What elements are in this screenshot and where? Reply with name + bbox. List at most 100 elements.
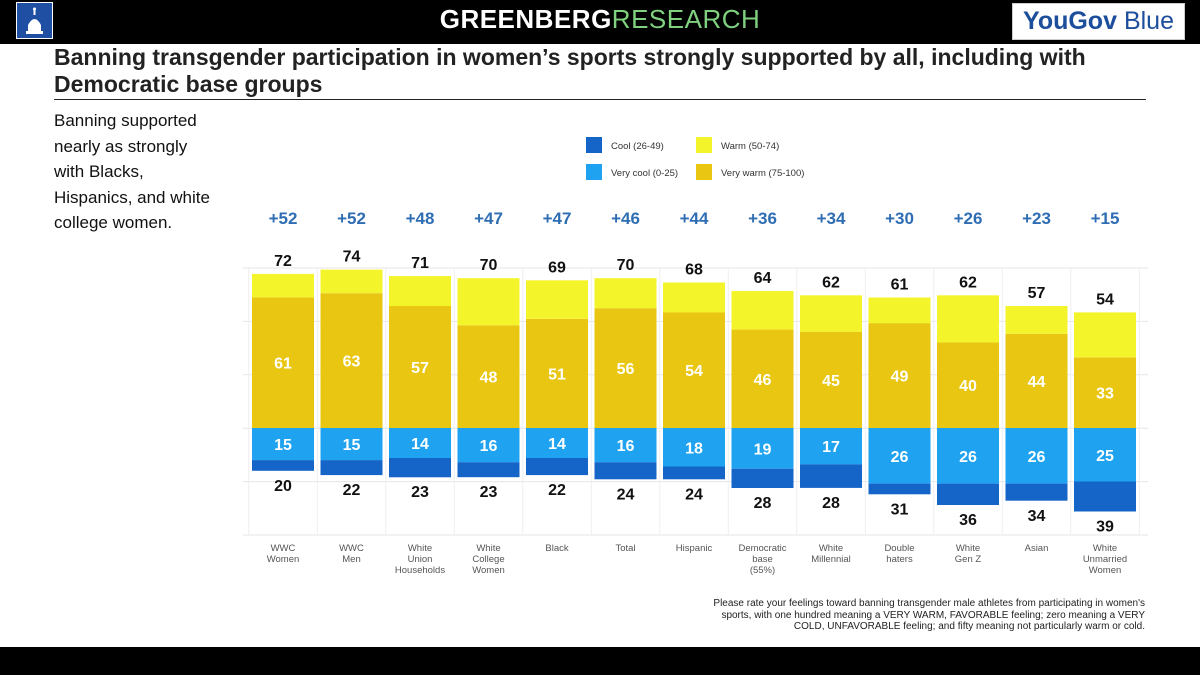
bar-very-warm <box>731 329 794 428</box>
category-label-line: Women <box>267 554 300 565</box>
bar-cool <box>526 458 588 476</box>
category-label: White Gen Z <box>955 543 982 565</box>
category-label: Asian <box>1025 543 1049 554</box>
bar-very-warm <box>663 312 725 428</box>
label-cool-total: 39 <box>1096 519 1114 536</box>
label-very-warm: 51 <box>548 366 566 383</box>
label-very-warm: 44 <box>1028 374 1046 391</box>
label-net: +52 <box>269 209 298 228</box>
category-label-line: Millennial <box>811 554 851 565</box>
bar-very-cool <box>594 428 657 463</box>
brand-name-bold: GREENBERG <box>439 4 612 34</box>
category-label-line: WWC <box>339 543 364 554</box>
label-warm-total: 64 <box>754 270 772 287</box>
label-very-cool: 26 <box>891 449 909 466</box>
category-label-line: Black <box>545 543 568 554</box>
bar-warm <box>457 278 520 326</box>
category-label-line: White <box>1093 543 1117 554</box>
bar-very-warm <box>937 342 999 428</box>
bar-very-warm <box>868 323 931 428</box>
label-cool-total: 23 <box>480 484 498 501</box>
label-warm-total: 70 <box>480 257 498 274</box>
bar-very-warm <box>1074 357 1136 428</box>
label-very-warm: 45 <box>822 373 840 390</box>
category-label-line: Total <box>615 543 635 554</box>
category-label: White Millennial <box>811 543 851 565</box>
bar-very-warm <box>800 331 862 428</box>
bar-cool <box>937 483 999 505</box>
stacked-bar-chart: Cool (26-49) Warm (50-74) Very cool (0-25)… <box>243 137 1148 576</box>
label-cool-total: 34 <box>1028 508 1046 525</box>
bar-very-warm <box>320 293 383 428</box>
bar-very-cool <box>389 428 451 458</box>
side-note: Banning supported nearly as strongly wit… <box>54 111 210 232</box>
label-very-warm: 61 <box>274 356 292 373</box>
category-label: Total <box>615 543 635 554</box>
bar-very-cool <box>937 428 999 484</box>
bar-very-cool <box>457 428 520 463</box>
label-net: +30 <box>885 209 914 228</box>
bar-cool <box>389 458 451 478</box>
bar-very-warm <box>389 306 451 428</box>
bar-very-cool <box>252 428 314 461</box>
category-label-line: WWC <box>271 543 296 554</box>
category-label: Black <box>545 543 568 554</box>
bar-warm <box>868 297 931 324</box>
bar-cool <box>800 464 862 488</box>
label-cool-total: 28 <box>822 495 840 512</box>
label-net: +23 <box>1022 209 1051 228</box>
label-warm-total: 57 <box>1028 285 1046 302</box>
category-label-line: Double <box>884 543 914 554</box>
bar-cool <box>594 462 657 480</box>
category-label-line: Gen Z <box>955 554 982 565</box>
legend-swatch <box>696 164 712 180</box>
label-warm-total: 62 <box>822 274 840 291</box>
label-net: +36 <box>748 209 777 228</box>
category-label: Double haters <box>884 543 914 565</box>
label-warm-total: 69 <box>548 259 566 276</box>
label-cool-total: 23 <box>411 484 429 501</box>
label-cool-total: 24 <box>617 486 635 503</box>
bar-very-warm <box>252 297 314 428</box>
bar-warm <box>320 269 383 294</box>
label-very-cool: 26 <box>959 449 977 466</box>
partner-logo: YouGov Blue <box>1012 3 1185 40</box>
label-warm-total: 54 <box>1096 291 1114 308</box>
legend-swatch <box>586 164 602 180</box>
label-cool-total: 22 <box>548 482 566 499</box>
bar-very-cool <box>526 428 588 458</box>
label-cool-total: 22 <box>343 482 361 499</box>
label-very-cool: 17 <box>822 439 840 456</box>
category-label-line: White <box>476 543 500 554</box>
label-cool-total: 24 <box>685 486 703 503</box>
bar-very-warm <box>457 325 520 428</box>
bar-very-warm <box>526 318 588 428</box>
category-label-line: Union <box>408 554 433 565</box>
bar-warm <box>1074 312 1136 358</box>
label-net: +44 <box>680 209 709 228</box>
label-warm-total: 68 <box>685 262 703 279</box>
label-cool-total: 20 <box>274 478 292 495</box>
label-very-warm: 49 <box>891 369 909 386</box>
bar-cool <box>252 460 314 471</box>
label-net: +52 <box>337 209 366 228</box>
bar-warm <box>526 280 588 319</box>
label-warm-total: 74 <box>343 249 361 266</box>
label-warm-total: 70 <box>617 257 635 274</box>
bar-very-cool <box>868 428 931 484</box>
label-warm-total: 62 <box>959 274 977 291</box>
bar-very-cool <box>731 428 794 469</box>
label-very-warm: 40 <box>959 378 977 395</box>
category-label: WWC Women <box>267 543 300 565</box>
category-label-line: White <box>408 543 432 554</box>
bar-warm <box>389 276 451 307</box>
label-very-cool: 14 <box>411 436 429 453</box>
label-very-warm: 48 <box>480 370 498 387</box>
label-very-cool: 26 <box>1028 449 1046 466</box>
bar-very-cool <box>1074 428 1136 482</box>
label-cool-total: 31 <box>891 501 909 518</box>
label-very-warm: 54 <box>685 363 703 380</box>
bar-warm <box>663 282 725 313</box>
capitol-dome-icon <box>16 2 53 39</box>
legend-label: Very warm (75-100) <box>721 168 804 179</box>
